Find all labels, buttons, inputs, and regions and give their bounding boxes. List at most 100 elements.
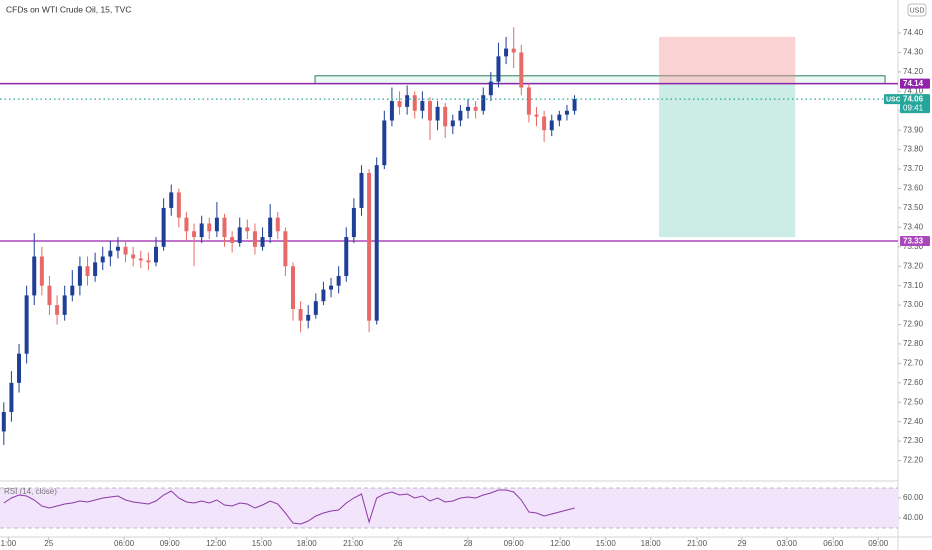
y-tick-label: 74.20 xyxy=(903,67,924,76)
candle-body xyxy=(100,256,105,263)
candle-body xyxy=(374,165,379,321)
y-tick-label: 73.90 xyxy=(903,125,924,134)
candle-body xyxy=(290,266,295,309)
y-tick-label: 73.10 xyxy=(903,281,924,290)
y-tick-label: 74.10 xyxy=(903,86,924,95)
rsi-band xyxy=(0,488,898,528)
candle-body xyxy=(123,246,128,255)
candle-body xyxy=(306,314,311,321)
symbol-label: USOIL xyxy=(886,96,908,103)
y-tick-label: 73.80 xyxy=(903,145,924,154)
y-tick-label: 72.40 xyxy=(903,417,924,426)
y-tick-label: 73.60 xyxy=(903,184,924,193)
target-zone xyxy=(659,83,796,238)
candle-body xyxy=(542,116,547,131)
candle-body xyxy=(344,237,349,276)
candle-body xyxy=(412,95,417,111)
y-tick-label: 72.80 xyxy=(903,339,924,348)
level-label: 74.14 xyxy=(903,79,924,88)
x-tick-label: 06:00 xyxy=(823,539,844,548)
candle-body xyxy=(321,289,326,302)
y-tick-label: 72.30 xyxy=(903,436,924,445)
candle-body xyxy=(519,52,524,88)
x-tick-label: 1:00 xyxy=(1,539,17,548)
candle-body xyxy=(389,101,394,121)
candle-body xyxy=(47,285,52,306)
zone xyxy=(314,75,886,85)
candle-body xyxy=(70,285,75,296)
candle-body xyxy=(230,237,235,243)
x-tick-label: 09:00 xyxy=(160,539,181,548)
x-tick-label: 26 xyxy=(394,539,403,548)
stop-zone xyxy=(659,36,796,84)
candle-body xyxy=(504,48,509,57)
y-tick-label: 72.70 xyxy=(903,359,924,368)
candle-body xyxy=(458,110,463,121)
candle-body xyxy=(252,231,257,247)
level-label: 73.33 xyxy=(903,237,924,246)
candle-body xyxy=(169,192,174,208)
y-tick-label: 73.50 xyxy=(903,203,924,212)
candle-body xyxy=(17,353,22,383)
candle-body xyxy=(473,106,478,111)
x-tick-label: 15:00 xyxy=(596,539,617,548)
candle-body xyxy=(382,120,387,166)
candle-body xyxy=(62,295,67,315)
candle-body xyxy=(466,106,471,111)
candle-body xyxy=(161,207,166,247)
candle-body xyxy=(511,48,516,53)
x-tick-label: 03:00 xyxy=(777,539,798,548)
candle-body xyxy=(450,120,455,127)
candle-body xyxy=(154,246,159,263)
x-tick-label: 29 xyxy=(738,539,747,548)
candle-body xyxy=(275,217,280,232)
x-tick-label: 18:00 xyxy=(297,539,318,548)
candle-body xyxy=(572,99,577,111)
countdown: 09:41 xyxy=(903,104,924,113)
candle-body xyxy=(549,120,554,131)
candle-body xyxy=(115,246,120,251)
level-badge xyxy=(900,78,930,89)
candle-body xyxy=(268,217,273,238)
candle-body xyxy=(488,81,493,96)
last-price-badge xyxy=(900,94,930,114)
candle-body xyxy=(237,227,242,243)
candle-body xyxy=(420,101,425,111)
candle-body xyxy=(131,254,136,259)
x-tick-label: 21:00 xyxy=(687,539,708,548)
candle-body xyxy=(9,382,14,412)
candle-body xyxy=(55,305,60,315)
y-tick-label: 73.70 xyxy=(903,164,924,173)
rsi-tick-label: 60.00 xyxy=(903,493,924,502)
y-tick-label: 72.60 xyxy=(903,378,924,387)
candle-body xyxy=(496,56,501,82)
candle-body xyxy=(192,231,197,238)
candle-body xyxy=(526,87,531,115)
candle-body xyxy=(77,266,82,286)
y-tick-label: 73.40 xyxy=(903,222,924,231)
y-tick-label: 73.00 xyxy=(903,300,924,309)
x-tick-label: 15:00 xyxy=(252,539,273,548)
y-tick-label: 73.20 xyxy=(903,261,924,270)
currency-badge xyxy=(907,3,927,17)
chart-title: CFDs on WTI Crude Oil, 15, TVC xyxy=(6,4,131,14)
candle-body xyxy=(367,172,372,321)
candle-body xyxy=(427,101,432,121)
x-tick-label: 06:00 xyxy=(114,539,135,548)
rsi-tick-label: 40.00 xyxy=(903,513,924,522)
y-tick-label: 72.50 xyxy=(903,397,924,406)
currency: USD xyxy=(910,7,925,14)
candle-body xyxy=(359,172,364,208)
candle-body xyxy=(214,217,219,232)
candle-body xyxy=(138,258,143,261)
candle-body xyxy=(93,262,98,276)
candle-body xyxy=(108,250,113,257)
candle-body xyxy=(1,411,6,432)
level-badge xyxy=(900,235,930,246)
x-tick-label: 28 xyxy=(464,539,473,548)
rsi-label: RSI (14, close) xyxy=(4,487,57,496)
last-price-label: 74.06 xyxy=(903,95,924,104)
candle-body xyxy=(313,301,318,315)
candle-body xyxy=(39,256,44,286)
